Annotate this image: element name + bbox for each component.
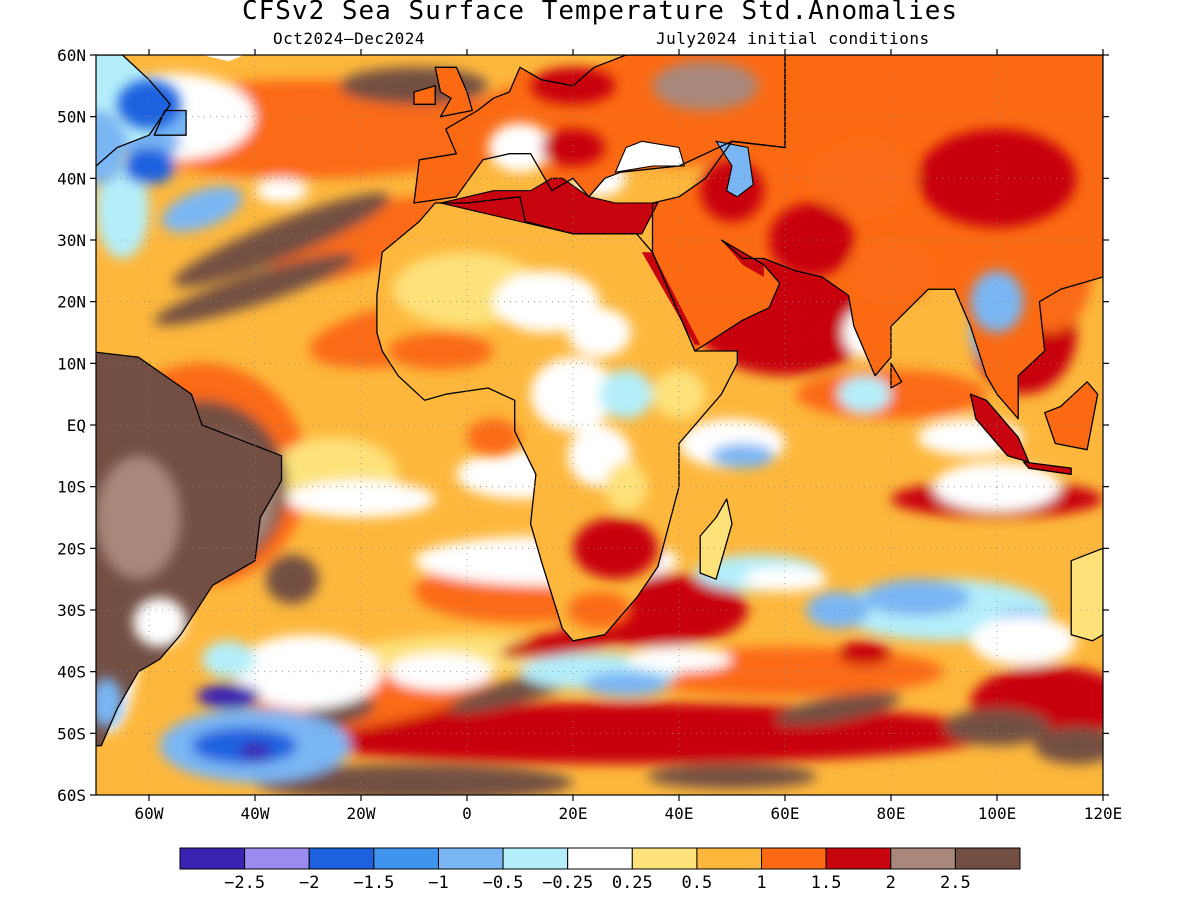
lat-label: 10N bbox=[57, 354, 86, 373]
colorbar-label: −1.5 bbox=[353, 873, 394, 893]
lat-label: 60N bbox=[57, 46, 86, 65]
colorbar-label: −2 bbox=[299, 873, 319, 893]
lat-label: 10S bbox=[57, 478, 86, 497]
forecast-period: Oct2024–Dec2024 bbox=[273, 29, 425, 48]
lon-label: 40W bbox=[241, 804, 270, 823]
colorbar-swatch bbox=[373, 847, 439, 870]
lon-label: 60E bbox=[771, 804, 800, 823]
lat-label: 20N bbox=[57, 293, 86, 312]
lon-label: 40E bbox=[665, 804, 694, 823]
coastlines bbox=[96, 55, 1103, 747]
colorbar-label: 0.25 bbox=[612, 873, 653, 893]
colorbar-swatch bbox=[825, 847, 892, 870]
lat-label: 60S bbox=[57, 786, 86, 805]
colorbar-label: 1 bbox=[756, 873, 766, 893]
lon-label: 20E bbox=[559, 804, 588, 823]
colorbar-swatch bbox=[308, 847, 375, 870]
lat-label: 30N bbox=[57, 231, 86, 250]
lat-label: EQ bbox=[67, 416, 86, 435]
lat-label: 20S bbox=[57, 539, 86, 558]
lon-label: 60W bbox=[135, 804, 164, 823]
lon-label: 120E bbox=[1084, 804, 1123, 823]
colorbar: −2.5 −2 −1.5 −1 −0.5 −0.25 0.25 0.5 1 1.5 2 2.5 bbox=[179, 847, 1021, 893]
colorbar-label: −1 bbox=[428, 873, 448, 893]
colorbar-label: −0.5 bbox=[483, 873, 524, 893]
lat-label: 40N bbox=[57, 169, 86, 188]
colorbar-swatch bbox=[437, 847, 504, 870]
lon-label: 100E bbox=[978, 804, 1017, 823]
lat-label: 30S bbox=[57, 601, 86, 620]
lat-label: 50N bbox=[57, 108, 86, 127]
sst-anomaly-field bbox=[96, 55, 1103, 795]
lat-label: 50S bbox=[57, 724, 86, 743]
lon-label: 0 bbox=[462, 804, 472, 823]
lon-label: 20W bbox=[347, 804, 376, 823]
colorbar-swatch bbox=[696, 847, 763, 870]
colorbar-label: −2.5 bbox=[224, 873, 265, 893]
lat-label: 40S bbox=[57, 663, 86, 682]
colorbar-label: 0.5 bbox=[682, 873, 713, 893]
initial-conditions: July2024 initial conditions bbox=[656, 29, 930, 48]
colorbar-swatch bbox=[502, 847, 569, 870]
colorbar-label: 2 bbox=[886, 873, 896, 893]
colorbar-swatch bbox=[761, 847, 827, 870]
colorbar-swatch bbox=[567, 847, 633, 870]
chart-title: CFSv2 Sea Surface Temperature Std.Anomal… bbox=[241, 0, 959, 26]
colorbar-label: 1.5 bbox=[811, 873, 842, 893]
axis-ticks: 60N 50N 40N 30N 20N 10N EQ 10S 20S 30S 40S 50S 60S 60… bbox=[57, 46, 1122, 823]
colorbar-swatch bbox=[890, 847, 956, 870]
colorbar-swatch bbox=[631, 847, 698, 870]
colorbar-label: 2.5 bbox=[940, 873, 971, 893]
colorbar-label: −0.25 bbox=[542, 873, 593, 893]
colorbar-swatch bbox=[179, 847, 246, 870]
colorbar-swatch bbox=[954, 847, 1021, 870]
lon-label: 80E bbox=[877, 804, 906, 823]
colorbar-swatch bbox=[244, 847, 310, 870]
